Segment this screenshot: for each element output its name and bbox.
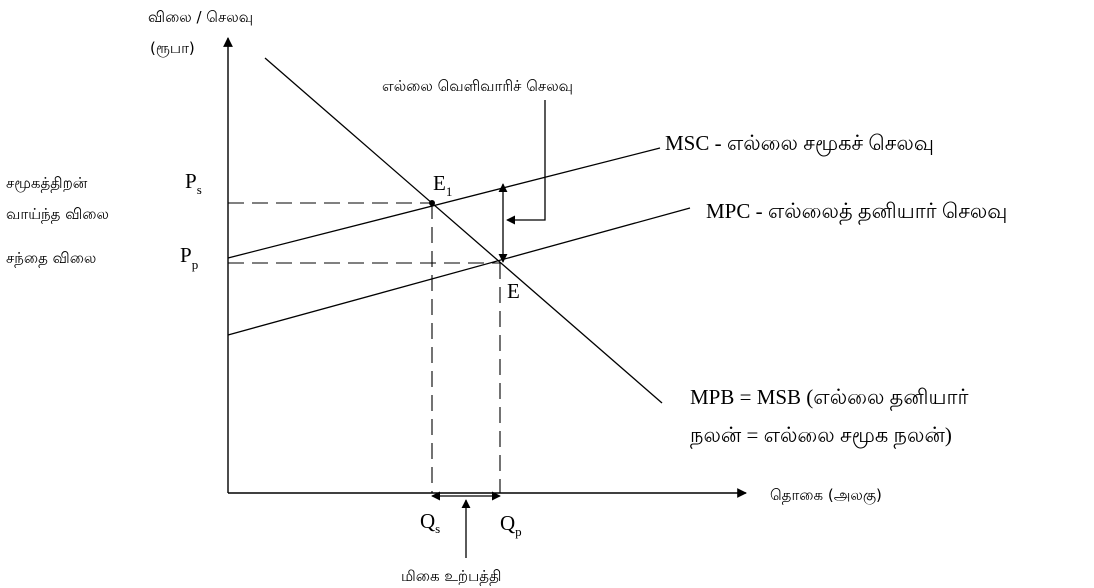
- social-price-label-line1: சமூகத்திறன்: [6, 174, 88, 192]
- e-label: E: [507, 279, 520, 303]
- x-axis-label: தொகை (அலகு): [770, 486, 882, 505]
- mpc-curve: [227, 207, 691, 336]
- mpb-msb-curve: [264, 57, 663, 404]
- mpc-label: MPC - எல்லைத் தனியார் செலவு: [706, 199, 1007, 225]
- market-price-label: சந்தை விலை: [6, 249, 96, 267]
- external-cost-pointer: [506, 100, 546, 225]
- y-axis-label-line1: விலை / செலவு: [148, 8, 253, 26]
- pp-label: Pp: [180, 243, 198, 272]
- qs-label: Qs: [420, 509, 440, 536]
- qp-label: Qp: [500, 511, 522, 539]
- mpb-label-line2: நலன் = எல்லை சமூக நலன்): [690, 423, 952, 449]
- external-cost-label: எல்லை வெளிவாரிச் செலவு: [382, 77, 573, 95]
- e1-point: [429, 200, 435, 206]
- e1-label: E1: [433, 171, 452, 199]
- overproduction-label: மிகை உற்பத்தி: [401, 567, 501, 585]
- msc-curve: [227, 147, 661, 259]
- social-price-label-line2: வாய்ந்த விலை: [6, 205, 109, 223]
- ps-label: Ps: [185, 169, 202, 197]
- mpb-label-line1: MPB = MSB (எல்லை தனியார்: [690, 385, 968, 411]
- y-axis-label-line2: (ரூபா): [150, 39, 195, 57]
- msc-label: MSC - எல்லை சமூகச் செலவு: [665, 131, 934, 156]
